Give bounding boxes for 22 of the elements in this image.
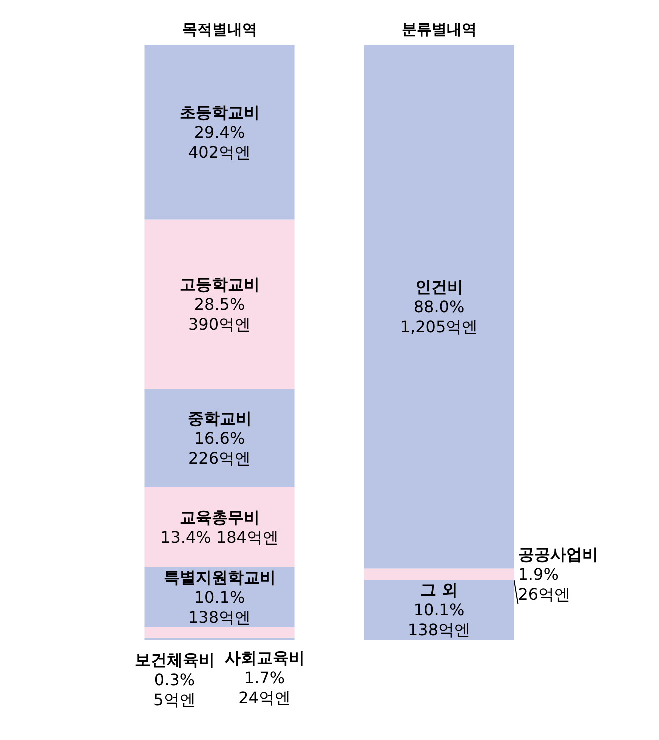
data-label: 1.9% 26억엔 [518,564,571,604]
data-label: 28.5% 390억엔 [188,294,252,334]
x-tick-label: 분류별내역 [402,20,477,38]
data-label: 0.3% 5억엔 [154,670,196,710]
data-label: 10.1% 138억엔 [188,588,252,627]
series-label: 그 외 [420,580,458,600]
series-label: 고등학교비 [180,274,260,294]
series-label: 공공사업비 [518,544,598,564]
data-label: 13.4% 184억엔 [160,528,279,547]
series-label: 사회교육비 [224,648,305,668]
series-label: 특별지원학교비 [164,568,276,587]
series-label: 보건체육비 [134,650,215,670]
data-label: 29.4% 402억엔 [188,122,252,162]
series-label: 인건비 [415,277,464,296]
x-tick-label: 목적별내역 [182,20,258,38]
data-label: 1.7% 24억엔 [238,668,291,708]
data-label: 16.6% 226억엔 [188,428,252,468]
series-label: 중학교비 [188,408,252,428]
data-label: 88.0% 1,205억엔 [400,297,478,336]
series-label: 교육총무비 [180,508,260,527]
data-label: 10.1% 138억엔 [408,600,471,640]
series-label: 초등학교비 [180,102,260,122]
